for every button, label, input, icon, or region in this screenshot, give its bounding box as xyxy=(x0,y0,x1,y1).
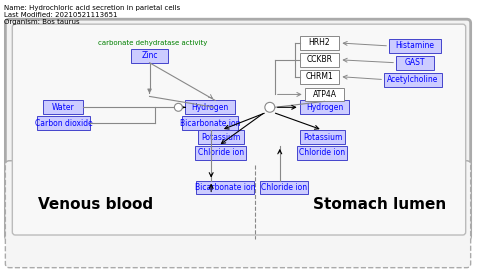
FancyBboxPatch shape xyxy=(396,56,434,70)
Text: CCKBR: CCKBR xyxy=(307,55,333,64)
Text: Zinc: Zinc xyxy=(141,51,158,60)
Text: Potassium: Potassium xyxy=(303,133,342,142)
FancyBboxPatch shape xyxy=(196,181,254,194)
Text: Hydrogen: Hydrogen xyxy=(192,103,229,112)
Text: CHRM1: CHRM1 xyxy=(306,72,334,81)
FancyBboxPatch shape xyxy=(37,116,90,130)
FancyBboxPatch shape xyxy=(300,53,339,67)
Text: Bicarbonate ion: Bicarbonate ion xyxy=(195,183,255,192)
Text: GAST: GAST xyxy=(405,58,425,67)
FancyBboxPatch shape xyxy=(260,181,308,194)
FancyBboxPatch shape xyxy=(5,19,471,240)
Text: Acetylcholine: Acetylcholine xyxy=(387,75,439,84)
FancyBboxPatch shape xyxy=(182,116,238,130)
FancyBboxPatch shape xyxy=(195,146,246,160)
FancyBboxPatch shape xyxy=(305,87,344,101)
Text: ATP4A: ATP4A xyxy=(312,90,336,99)
Text: Name: Hydrochloric acid secretion in parietal cells: Name: Hydrochloric acid secretion in par… xyxy=(4,5,180,11)
FancyBboxPatch shape xyxy=(5,161,471,268)
Text: Hydrogen: Hydrogen xyxy=(306,103,343,112)
Text: Chloride ion: Chloride ion xyxy=(299,148,345,157)
Text: Chloride ion: Chloride ion xyxy=(198,148,244,157)
Text: Organism: Bos taurus: Organism: Bos taurus xyxy=(4,19,80,25)
FancyBboxPatch shape xyxy=(43,100,83,114)
FancyBboxPatch shape xyxy=(300,70,339,84)
Circle shape xyxy=(265,102,275,112)
FancyBboxPatch shape xyxy=(300,130,346,144)
Text: Histamine: Histamine xyxy=(396,42,434,50)
Text: Carbon dioxide: Carbon dioxide xyxy=(35,119,93,128)
Text: Bicarbonate ion: Bicarbonate ion xyxy=(180,119,240,128)
FancyBboxPatch shape xyxy=(131,49,168,63)
Text: HRH2: HRH2 xyxy=(309,39,330,48)
FancyBboxPatch shape xyxy=(185,100,235,114)
Text: Venous blood: Venous blood xyxy=(38,197,154,212)
FancyBboxPatch shape xyxy=(12,24,466,235)
FancyBboxPatch shape xyxy=(300,100,349,114)
Text: Potassium: Potassium xyxy=(202,133,241,142)
Circle shape xyxy=(174,103,182,111)
FancyBboxPatch shape xyxy=(389,39,441,53)
Text: Stomach lumen: Stomach lumen xyxy=(312,197,446,212)
Text: Water: Water xyxy=(52,103,74,112)
FancyBboxPatch shape xyxy=(300,36,339,50)
Text: Chloride ion: Chloride ion xyxy=(261,183,307,192)
FancyBboxPatch shape xyxy=(384,73,442,87)
Text: Last Modified: 20210521113651: Last Modified: 20210521113651 xyxy=(4,12,118,18)
FancyBboxPatch shape xyxy=(198,130,244,144)
FancyBboxPatch shape xyxy=(297,146,348,160)
Text: carbonate dehydratase activity: carbonate dehydratase activity xyxy=(98,40,207,46)
